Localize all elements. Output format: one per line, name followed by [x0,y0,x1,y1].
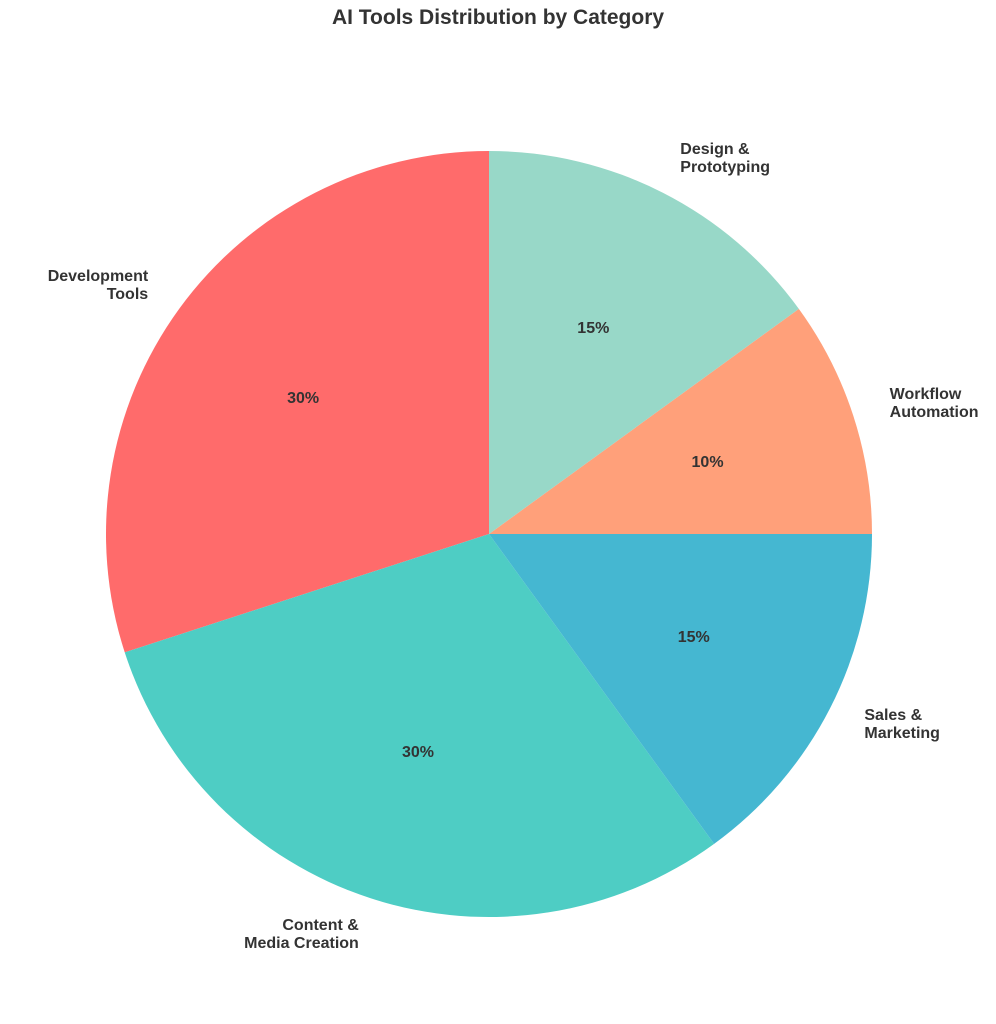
value-label: 15% [677,629,710,647]
value-label: 15% [577,320,610,338]
pie-slice [489,151,799,534]
category-label: Development Tools [47,268,149,304]
value-label: 10% [691,453,724,471]
category-label: Workflow Automation [889,385,979,421]
pie-slice [106,151,489,653]
pie-slice [489,534,872,844]
chart-title: AI Tools Distribution by Category [331,6,665,29]
pie-slice [489,308,873,534]
category-label: Content & Media Creation [244,916,359,952]
pie-slice [124,534,715,917]
category-label: Design & Prototyping [680,140,771,176]
value-label: 30% [401,743,434,761]
value-label: 30% [287,389,320,407]
category-label: Sales & Marketing [864,707,940,743]
